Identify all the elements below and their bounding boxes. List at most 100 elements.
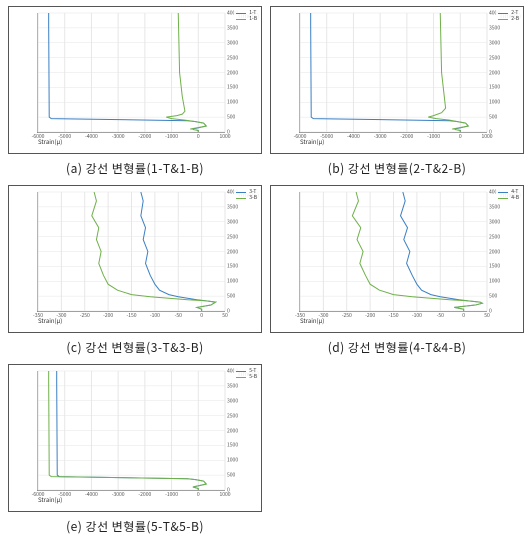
y-tick: 3500 <box>227 24 238 31</box>
chart-cell-b: Time(S)Strain(μ)050010001500200025003000… <box>270 6 524 177</box>
chart-caption: (b) 강선 변형률(2-T&2-B) <box>328 160 467 177</box>
y-tick: 1500 <box>227 263 238 270</box>
y-tick: 2000 <box>227 69 238 76</box>
x-tick: -3000 <box>112 133 125 140</box>
chart-svg <box>300 192 487 311</box>
x-tick: -6000 <box>32 133 45 140</box>
y-tick: 3000 <box>227 218 238 225</box>
legend-label: 3-B <box>249 195 257 201</box>
x-tick: 0 <box>197 491 200 498</box>
y-tick: 2500 <box>227 412 238 419</box>
chart-caption: (a) 강선 변형률(1-T&1-B) <box>66 160 204 177</box>
y-tick: 2500 <box>227 54 238 61</box>
plot-area: Time(S)Strain(μ)050010001500200025003000… <box>299 13 487 133</box>
x-tick: -350 <box>33 312 43 319</box>
legend-label: 1-B <box>249 16 257 22</box>
y-tick: 500 <box>227 114 235 121</box>
x-tick: -6000 <box>32 491 45 498</box>
x-tick: 50 <box>484 312 490 319</box>
chart-box: Time(S)Strain(μ)050010001500200025003000… <box>8 6 262 154</box>
x-tick: -2000 <box>400 133 413 140</box>
x-tick: -100 <box>150 312 160 319</box>
x-tick: 0 <box>200 312 203 319</box>
legend: 3-T3-B <box>234 188 259 202</box>
y-tick: 3000 <box>227 397 238 404</box>
y-tick: 2500 <box>227 233 238 240</box>
chart-caption: (d) 강선 변형률(4-T&4-B) <box>328 339 467 356</box>
plot-area: Time(S)Strain(μ)050010001500200025003000… <box>37 192 225 312</box>
x-tick: -350 <box>295 312 305 319</box>
y-tick: 1500 <box>227 442 238 449</box>
legend: 2-T2-B <box>496 9 521 23</box>
chart-svg <box>38 371 225 490</box>
x-tick: -5000 <box>58 133 71 140</box>
legend: 1-T1-B <box>234 9 259 23</box>
x-tick: -4000 <box>85 491 98 498</box>
y-tick: 500 <box>227 472 235 479</box>
chart-grid: Time(S)Strain(μ)050010001500200025003000… <box>0 0 532 545</box>
legend-label: 4-B <box>511 195 519 201</box>
x-tick: 1000 <box>481 133 492 140</box>
x-tick: 0 <box>462 312 465 319</box>
y-tick: 2000 <box>489 69 500 76</box>
y-tick: 1500 <box>489 263 500 270</box>
x-tick: -150 <box>126 312 136 319</box>
chart-caption: (e) 강선 변형률(5-T&5-B) <box>66 518 204 535</box>
x-tick: 0 <box>197 133 200 140</box>
x-tick: -5000 <box>58 491 71 498</box>
chart-caption: (c) 강선 변형률(3-T&3-B) <box>66 339 203 356</box>
x-tick: -1000 <box>165 491 178 498</box>
x-tick: -2000 <box>138 491 151 498</box>
y-tick: 3500 <box>227 382 238 389</box>
x-tick: -250 <box>80 312 90 319</box>
chart-box: Time(S)Strain(μ)050010001500200025003000… <box>270 6 524 154</box>
plot-area: Time(S)Strain(μ)050010001500200025003000… <box>299 192 487 312</box>
y-tick: 2500 <box>489 233 500 240</box>
y-tick: 1000 <box>227 457 238 464</box>
x-tick: -300 <box>56 312 66 319</box>
y-tick: 3500 <box>489 24 500 31</box>
chart-cell-c: Time(S)Strain(μ)050010001500200025003000… <box>8 185 262 356</box>
chart-box: Time(S)Strain(μ)050010001500200025003000… <box>8 185 262 333</box>
x-tick: -4000 <box>85 133 98 140</box>
legend-label: 5-B <box>249 374 257 380</box>
chart-cell-d: Time(S)Strain(μ)050010001500200025003000… <box>270 185 524 356</box>
y-tick: 3000 <box>489 39 500 46</box>
x-tick: -250 <box>342 312 352 319</box>
x-tick: -6000 <box>294 133 307 140</box>
y-tick: 2500 <box>489 54 500 61</box>
y-tick: 1500 <box>227 84 238 91</box>
y-tick: 1000 <box>227 278 238 285</box>
x-tick: 1000 <box>219 133 230 140</box>
y-tick: 1000 <box>489 278 500 285</box>
plot-area: Time(S)Strain(μ)050010001500200025003000… <box>37 13 225 133</box>
chart-box: Time(S)Strain(μ)050010001500200025003000… <box>270 185 524 333</box>
x-tick: -300 <box>318 312 328 319</box>
y-tick: 3000 <box>227 39 238 46</box>
x-tick: -4000 <box>347 133 360 140</box>
legend-label: 2-B <box>511 16 519 22</box>
y-tick: 2000 <box>489 248 500 255</box>
y-tick: 2000 <box>227 248 238 255</box>
x-tick: -5000 <box>320 133 333 140</box>
y-tick: 3500 <box>227 203 238 210</box>
x-tick: -1000 <box>165 133 178 140</box>
legend: 4-T4-B <box>496 188 521 202</box>
y-tick: 500 <box>489 293 497 300</box>
x-tick: 0 <box>459 133 462 140</box>
y-tick: 3500 <box>489 203 500 210</box>
chart-box: Time(S)Strain(μ)050010001500200025003000… <box>8 364 262 512</box>
plot-area: Time(S)Strain(μ)050010001500200025003000… <box>37 371 225 491</box>
x-tick: -50 <box>437 312 444 319</box>
chart-cell-e: Time(S)Strain(μ)050010001500200025003000… <box>8 364 262 535</box>
x-tick: -3000 <box>374 133 387 140</box>
legend: 5-T5-B <box>234 367 259 381</box>
x-tick: -3000 <box>112 491 125 498</box>
x-tick: -2000 <box>138 133 151 140</box>
y-tick: 1000 <box>489 99 500 106</box>
chart-svg <box>300 13 487 132</box>
x-tick: 1000 <box>219 491 230 498</box>
x-tick: -150 <box>388 312 398 319</box>
chart-svg <box>38 192 225 311</box>
chart-svg <box>38 13 225 132</box>
